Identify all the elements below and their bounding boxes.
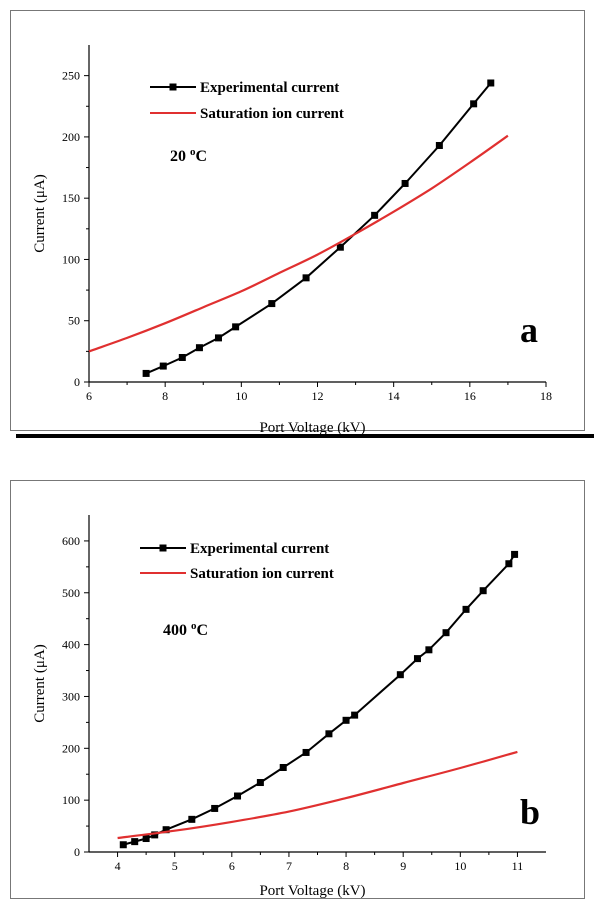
data-point-experimental-current bbox=[131, 838, 139, 846]
data-point-experimental-current bbox=[462, 605, 470, 613]
y-tick-label: 100 bbox=[62, 252, 80, 266]
chart-a-svg: 6 8 10 12 14 16 18 0 50 100 150 200 250 Port Voltage … bbox=[10, 10, 594, 438]
data-point-experimental-current bbox=[351, 711, 359, 719]
legend-label-saturation-ion-current: Saturation ion current bbox=[190, 566, 334, 582]
x-tick-label: 8 bbox=[343, 859, 349, 873]
data-point-experimental-current bbox=[195, 344, 203, 352]
data-point-experimental-current bbox=[336, 243, 344, 251]
y-tick-label: 600 bbox=[62, 534, 80, 548]
panel-letter: a bbox=[520, 310, 538, 350]
chart-b-svg: 4 5 6 7 8 9 10 11 0 100 200 300 400 500 600 Port Voltag… bbox=[10, 480, 585, 899]
data-point-experimental-current bbox=[371, 211, 379, 219]
x-tick-label: 5 bbox=[172, 859, 178, 873]
x-tick-label: 12 bbox=[312, 389, 324, 403]
data-point-experimental-current bbox=[302, 748, 310, 756]
series-line-saturation-ion-current bbox=[117, 750, 518, 840]
degree-symbol: o bbox=[191, 620, 197, 632]
data-point-experimental-current bbox=[162, 826, 170, 834]
legend-label-experimental-current: Experimental current bbox=[200, 80, 339, 96]
series-line-experimental-current bbox=[145, 82, 492, 375]
data-point-experimental-current bbox=[413, 655, 421, 663]
y-axis-label: Current (μA) bbox=[32, 644, 48, 722]
degree-symbol: o bbox=[190, 146, 196, 158]
x-tick-label: 6 bbox=[86, 389, 92, 403]
legend-marker-experimental-current bbox=[169, 83, 177, 91]
temperature-value: 20 bbox=[170, 148, 190, 165]
temperature-annotation: 20 oC bbox=[170, 146, 207, 165]
x-tick-label: 10 bbox=[454, 859, 466, 873]
y-axis-label: Current (μA) bbox=[32, 174, 48, 252]
temperature-unit: C bbox=[196, 148, 208, 165]
data-point-experimental-current bbox=[178, 353, 186, 361]
series-line-experimental-current bbox=[123, 553, 516, 846]
y-tick-label: 250 bbox=[62, 69, 80, 83]
panel-letter: b bbox=[520, 792, 540, 832]
legend-label-experimental-current: Experimental current bbox=[190, 541, 329, 557]
panel-frame bbox=[10, 10, 585, 431]
data-point-experimental-current bbox=[487, 79, 495, 87]
temperature-annotation: 400 oC bbox=[163, 620, 208, 639]
data-point-experimental-current bbox=[442, 629, 450, 637]
y-tick-label: 0 bbox=[74, 845, 80, 859]
x-axis-label: Port Voltage (kV) bbox=[259, 883, 365, 899]
x-tick-label: 11 bbox=[512, 859, 524, 873]
data-point-experimental-current bbox=[479, 587, 487, 595]
x-axis-label: Port Voltage (kV) bbox=[259, 420, 365, 436]
data-point-experimental-current bbox=[435, 141, 443, 149]
legend-marker-experimental-current bbox=[159, 544, 167, 552]
y-tick-label: 300 bbox=[62, 689, 80, 703]
x-tick-label: 9 bbox=[400, 859, 406, 873]
y-tick-label: 50 bbox=[68, 314, 80, 328]
x-tick-label: 16 bbox=[464, 389, 476, 403]
x-tick-label: 7 bbox=[286, 859, 292, 873]
y-tick-label: 0 bbox=[74, 375, 80, 389]
temperature-unit: C bbox=[197, 622, 209, 639]
data-point-experimental-current bbox=[396, 671, 404, 679]
data-point-experimental-current bbox=[268, 300, 276, 308]
y-tick-label: 500 bbox=[62, 586, 80, 600]
data-point-experimental-current bbox=[119, 841, 127, 849]
data-point-experimental-current bbox=[214, 334, 222, 342]
x-tick-label: 18 bbox=[540, 389, 552, 403]
y-tick-label: 200 bbox=[62, 741, 80, 755]
data-point-experimental-current bbox=[425, 646, 433, 654]
data-point-experimental-current bbox=[302, 274, 310, 282]
data-point-experimental-current bbox=[505, 560, 513, 568]
data-point-experimental-current bbox=[151, 831, 159, 839]
data-point-experimental-current bbox=[279, 763, 287, 771]
y-tick-label: 150 bbox=[62, 191, 80, 205]
x-tick-label: 14 bbox=[388, 389, 400, 403]
x-tick-label: 6 bbox=[229, 859, 235, 873]
data-point-experimental-current bbox=[232, 323, 240, 331]
data-point-experimental-current bbox=[234, 792, 242, 800]
data-point-experimental-current bbox=[142, 835, 150, 843]
series-line-saturation-ion-current bbox=[88, 134, 509, 353]
y-tick-label: 400 bbox=[62, 638, 80, 652]
legend-label-saturation-ion-current: Saturation ion current bbox=[200, 106, 344, 122]
data-point-experimental-current bbox=[211, 804, 219, 812]
panel-frame bbox=[10, 480, 585, 899]
data-point-experimental-current bbox=[401, 179, 409, 187]
data-point-experimental-current bbox=[325, 730, 333, 738]
y-tick-label: 200 bbox=[62, 130, 80, 144]
x-tick-label: 8 bbox=[162, 389, 168, 403]
data-point-experimental-current bbox=[470, 100, 478, 108]
x-tick-label: 4 bbox=[115, 859, 121, 873]
data-point-experimental-current bbox=[256, 779, 264, 787]
data-point-experimental-current bbox=[188, 815, 196, 823]
data-point-experimental-current bbox=[342, 716, 350, 724]
y-tick-label: 100 bbox=[62, 793, 80, 807]
temperature-value: 400 bbox=[163, 622, 191, 639]
data-point-experimental-current bbox=[511, 550, 519, 558]
chart-panel-a: 6 8 10 12 14 16 18 0 50 100 150 200 250 Port Voltage … bbox=[0, 0, 594, 440]
data-point-experimental-current bbox=[159, 362, 167, 370]
data-point-experimental-current bbox=[142, 369, 150, 377]
x-tick-label: 10 bbox=[235, 389, 247, 403]
chart-panel-b: 4 5 6 7 8 9 10 11 0 100 200 300 400 500 600 Port Voltag… bbox=[0, 478, 594, 903]
